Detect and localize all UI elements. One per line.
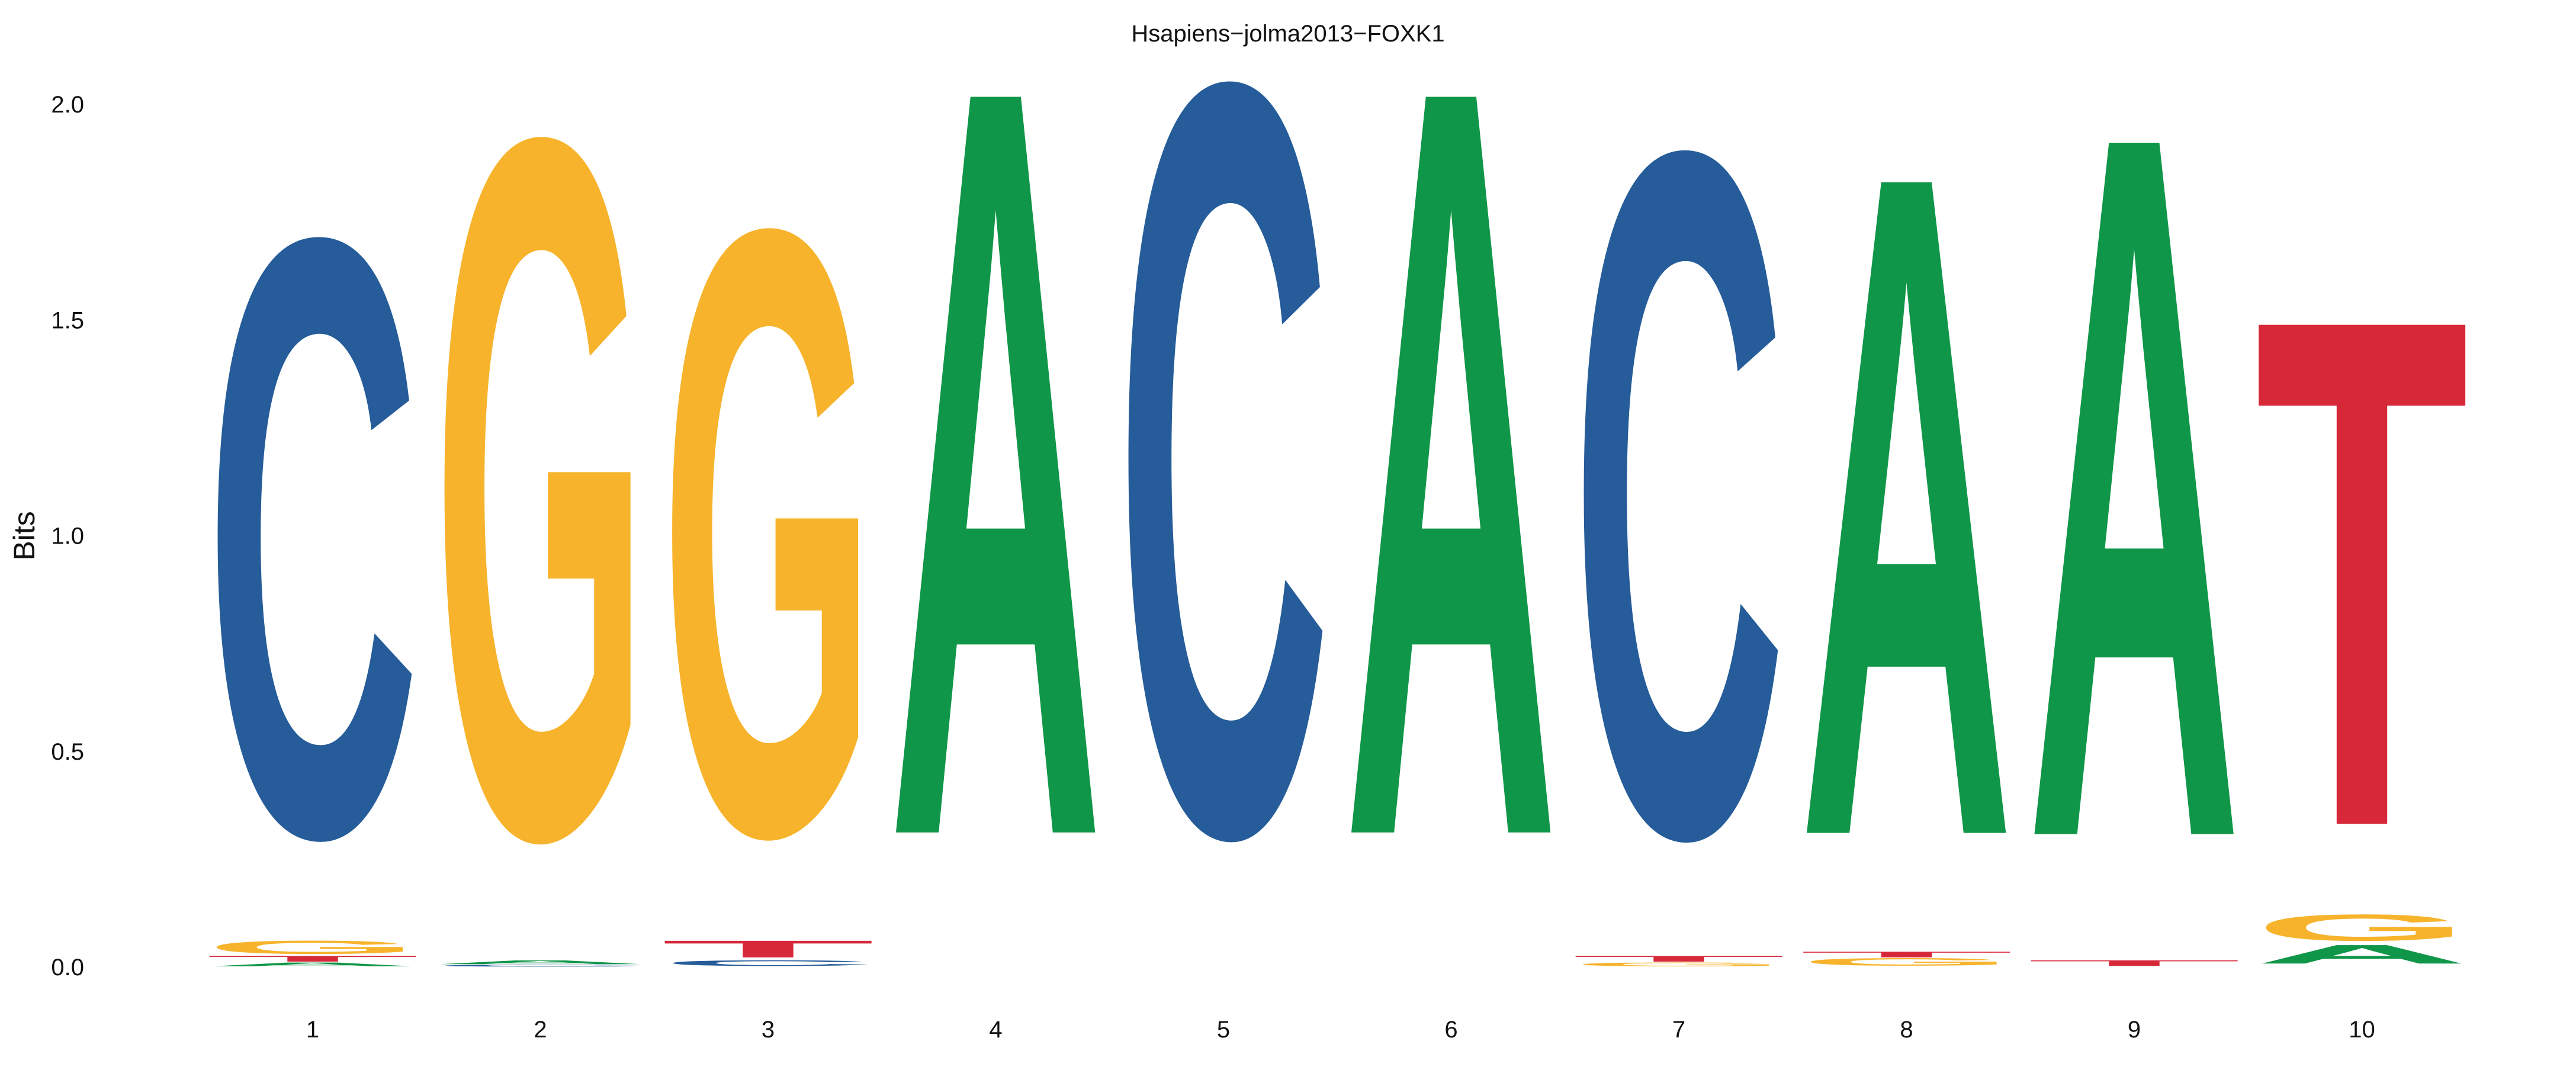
letter-C: C (1116, 0, 1331, 1060)
y-tick-label: 1.5 (51, 307, 84, 333)
letter-G: G (1800, 956, 2014, 968)
stack-position-8: GTA (1800, 0, 2014, 1033)
letter-G: G (661, 49, 875, 1015)
y-axis-label: Bits (8, 511, 41, 560)
stack-position-3: CTG (661, 49, 875, 1015)
letter-G: G (205, 937, 420, 958)
letter-T: T (661, 936, 875, 963)
stack-position-9: TA (2027, 0, 2241, 1047)
x-tick-label: 8 (1900, 1017, 1913, 1043)
x-axis-ticks: 1 2 3 4 5 6 7 8 9 10 (306, 1017, 2375, 1043)
letter-T: T (1800, 950, 2014, 959)
x-tick-label: 7 (1672, 1017, 1685, 1043)
letter-A: A (1344, 0, 1559, 1059)
letter-A: A (2255, 939, 2469, 969)
letter-G: G (433, 0, 648, 1047)
y-tick-label: 0.0 (51, 955, 84, 981)
letter-T: T (1572, 955, 1786, 963)
stack-position-2: CAG (433, 0, 648, 1047)
y-tick-label: 1.0 (51, 523, 84, 549)
stack-position-4: A (889, 0, 1103, 1059)
x-tick-label: 10 (2349, 1017, 2375, 1043)
x-tick-label: 1 (306, 1017, 319, 1043)
letter-A: A (205, 962, 420, 968)
letter-C: C (433, 964, 648, 967)
letter-C: C (1572, 0, 1786, 1041)
stack-position-7: GTC (1572, 0, 1786, 1041)
letter-A: A (2027, 0, 2241, 1047)
letter-T: T (2027, 959, 2241, 968)
letter-G: G (2255, 907, 2469, 949)
x-tick-label: 5 (1217, 1017, 1230, 1043)
letter-A: A (889, 0, 1103, 1059)
letter-A: A (1800, 0, 2014, 1033)
letter-C: C (205, 60, 420, 1014)
y-tick-label: 0.5 (51, 739, 84, 765)
stack-position-5: C (1116, 0, 1331, 1060)
y-tick-label: 2.0 (51, 92, 84, 118)
x-tick-label: 3 (762, 1017, 775, 1043)
x-tick-label: 6 (1444, 1017, 1457, 1043)
y-axis-ticks: 0.0 0.5 1.0 1.5 2.0 (51, 92, 84, 981)
x-tick-label: 2 (534, 1017, 547, 1043)
x-tick-label: 4 (989, 1017, 1002, 1043)
letter-A: A (433, 959, 648, 965)
letter-G: G (1572, 962, 1786, 968)
stack-position-10: AGT (2255, 168, 2469, 978)
x-tick-label: 9 (2128, 1017, 2141, 1043)
stack-position-6: A (1344, 0, 1559, 1059)
chart-title: Hsapiens−jolma2013−FOXK1 (1131, 21, 1444, 47)
letter-C: C (661, 959, 875, 968)
letter-T: T (205, 955, 420, 963)
letter-T: T (2255, 168, 2469, 978)
